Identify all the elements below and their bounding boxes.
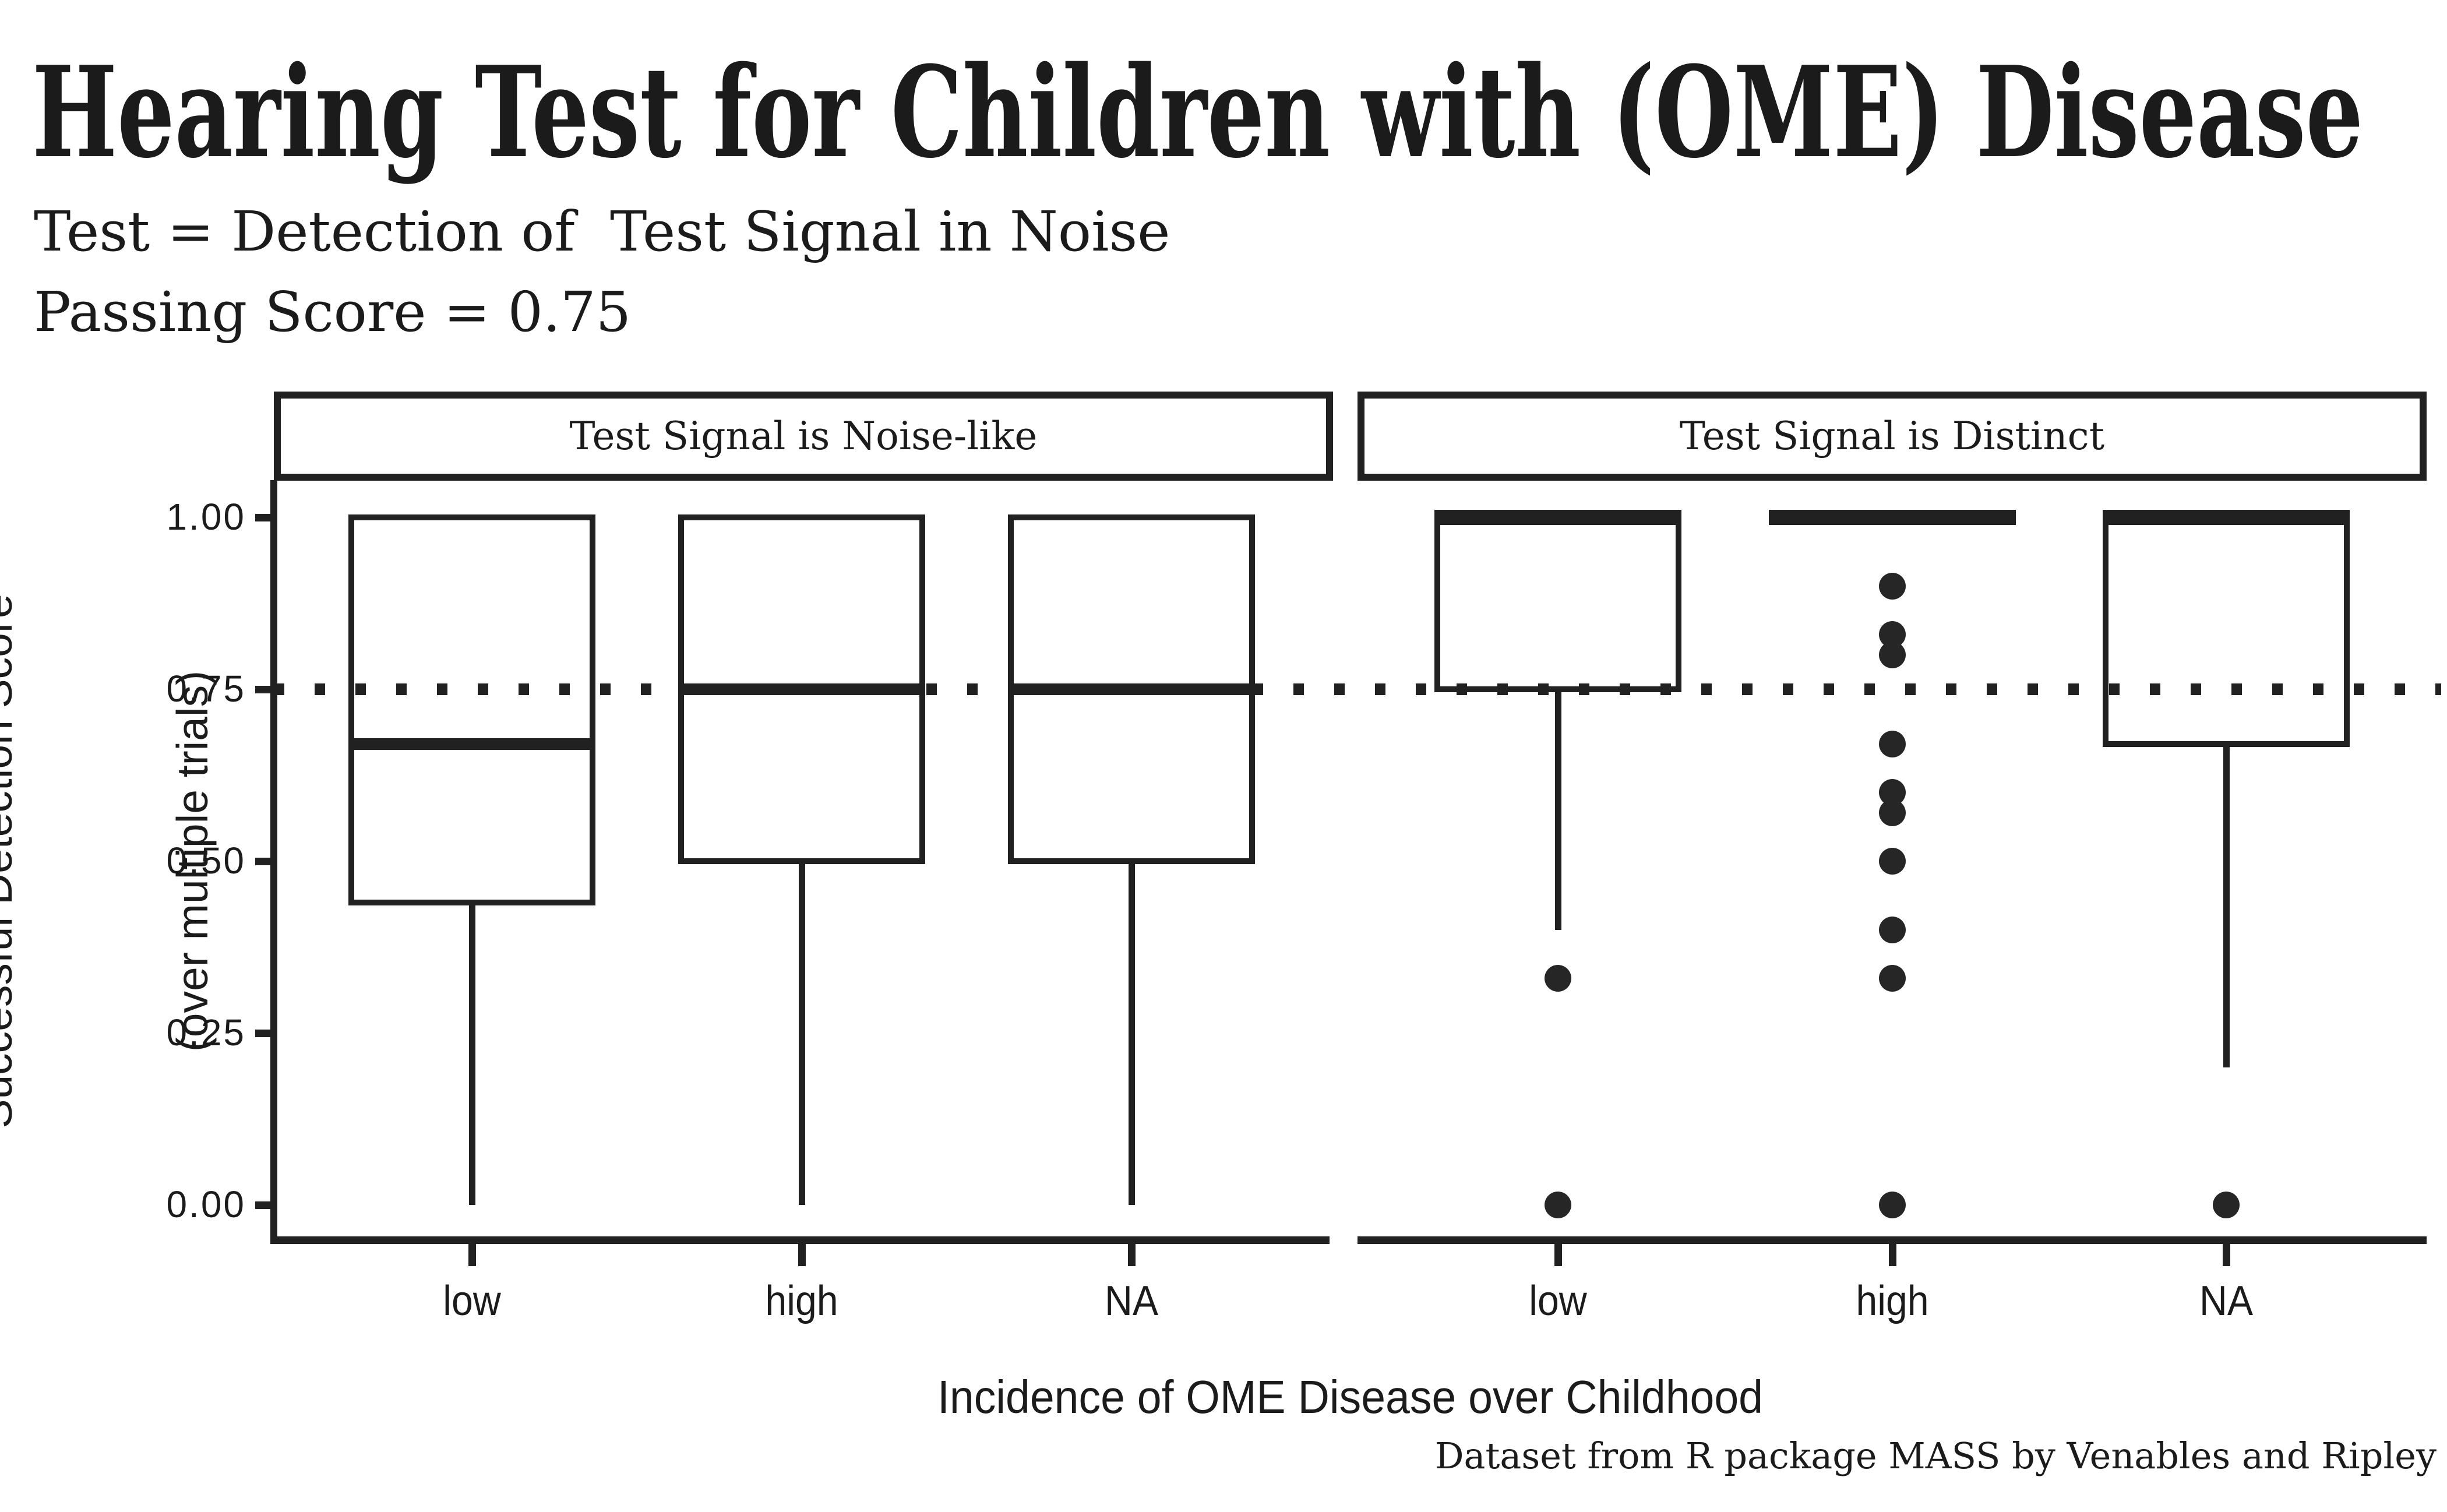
boxplot-median-line	[1434, 510, 1681, 525]
outlier-dot	[2213, 1192, 2240, 1218]
outlier-dot	[1879, 731, 1906, 758]
boxplot-lower-whisker	[799, 861, 805, 1205]
boxplot-median-line	[2103, 510, 2350, 525]
x-tick-label: NA	[2199, 1278, 2254, 1324]
outlier-dot	[1545, 1192, 1571, 1218]
x-tick-label: NA	[1104, 1278, 1159, 1324]
x-tick-label: high	[765, 1278, 838, 1324]
outlier-dot	[1879, 642, 1906, 668]
outlier-dot	[1879, 964, 1906, 992]
y-tick-mark	[255, 1201, 270, 1209]
x-tick-label: low	[443, 1278, 501, 1324]
boxplot-box	[1434, 514, 1681, 692]
boxplot-box	[348, 514, 595, 905]
x-tick-mark	[798, 1244, 806, 1266]
y-tick-label: 0.75	[166, 668, 246, 710]
outlier-dot	[1879, 799, 1906, 827]
boxplot-lower-whisker	[469, 902, 475, 1205]
y-tick-label: 0.00	[166, 1183, 246, 1225]
x-axis-line-panel1	[270, 1236, 1330, 1244]
passing-score-reference-line	[274, 683, 2441, 695]
outlier-dot	[1879, 1192, 1906, 1218]
outlier-dot	[1545, 964, 1571, 992]
x-axis-title: Incidence of OME Disease over Childhood	[937, 1371, 1764, 1423]
outlier-dot	[1879, 573, 1906, 600]
facet-strip-label: Test Signal is Noise-like	[569, 414, 1038, 459]
y-tick-mark	[255, 858, 270, 865]
y-axis-title-line1: Successful Detection Score	[0, 594, 21, 1129]
x-tick-label: low	[1529, 1278, 1587, 1324]
y-axis-title-line2: (over multiple trials)	[168, 670, 217, 1052]
x-tick-label: high	[1856, 1278, 1929, 1324]
x-axis-line-panel2	[1358, 1236, 2427, 1244]
y-tick-mark	[255, 514, 270, 521]
boxplot-box	[2103, 514, 2350, 748]
facet-strip-noise-like: Test Signal is Noise-like	[274, 392, 1333, 481]
boxplot-lower-whisker	[1555, 689, 1561, 930]
chart-subtitle-line2: Passing Score = 0.75	[34, 280, 632, 344]
boxplot-lower-whisker	[1129, 861, 1135, 1205]
y-tick-label: 0.25	[166, 1011, 246, 1053]
y-tick-label: 1.00	[166, 496, 246, 538]
x-tick-mark	[1889, 1244, 1896, 1266]
y-axis-line	[270, 480, 277, 1244]
facet-strip-distinct: Test Signal is Distinct	[1358, 392, 2427, 481]
x-tick-mark	[1554, 1244, 1562, 1266]
x-tick-mark	[2223, 1244, 2230, 1266]
boxplot-median-line	[1769, 510, 2016, 525]
y-tick-mark	[255, 1030, 270, 1037]
chart-title: Hearing Test for Children with (OME) Dis…	[32, 38, 2364, 186]
boxplot-median-line	[354, 738, 590, 750]
chart-caption: Dataset from R package MASS by Venables …	[1434, 1435, 2437, 1477]
x-tick-mark	[1128, 1244, 1136, 1266]
outlier-dot	[1879, 917, 1906, 943]
outlier-dot	[1879, 848, 1906, 875]
chart-subtitle-line1: Test = Detection of Test Signal in Noise	[34, 200, 1170, 264]
y-tick-label: 0.50	[166, 840, 246, 882]
facet-strip-label: Test Signal is Distinct	[1679, 414, 2105, 459]
boxplot-lower-whisker	[2223, 744, 2230, 1067]
x-tick-mark	[468, 1244, 476, 1266]
y-tick-mark	[255, 686, 270, 693]
